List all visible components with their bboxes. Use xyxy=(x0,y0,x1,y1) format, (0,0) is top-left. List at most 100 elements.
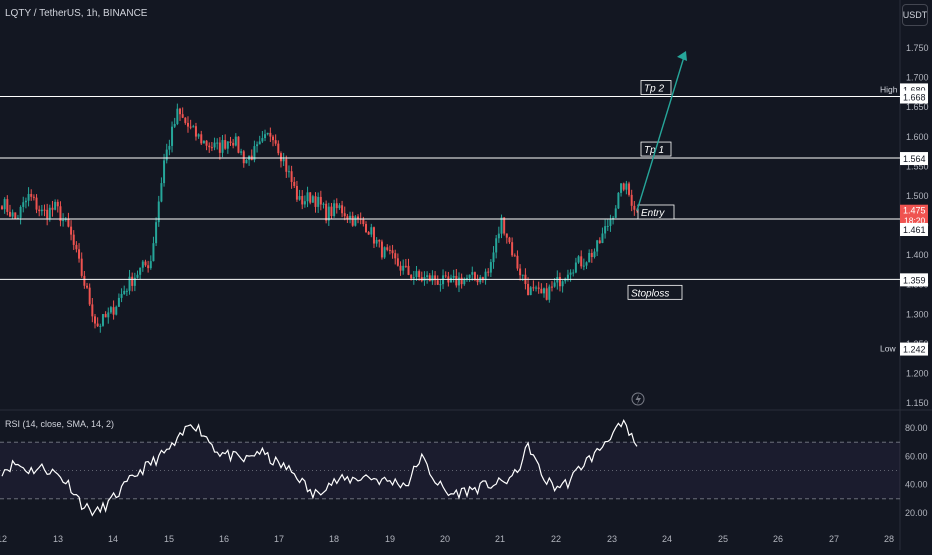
candle-body xyxy=(131,276,134,286)
candle-body xyxy=(171,126,174,146)
candle-body xyxy=(396,258,399,266)
candle-body xyxy=(309,192,312,203)
candle-body xyxy=(78,249,81,259)
candle-body xyxy=(428,275,431,282)
x-tick: 17 xyxy=(274,534,284,544)
candle-body xyxy=(189,126,192,128)
candle-body xyxy=(410,274,413,279)
candle-body xyxy=(628,183,631,195)
currency-button[interactable]: USDT xyxy=(902,4,928,26)
candle-body xyxy=(476,278,479,283)
candle-body xyxy=(418,271,421,278)
candle-body xyxy=(399,265,402,271)
candle-body xyxy=(633,205,636,210)
candle-body xyxy=(70,226,73,235)
candle-body xyxy=(596,240,599,252)
rsi-title: RSI (14, close, SMA, 14, 2) xyxy=(5,419,115,429)
candle-body xyxy=(346,216,349,219)
candle-body xyxy=(264,134,267,139)
candle-body xyxy=(614,208,617,218)
candle-body xyxy=(123,290,126,295)
candle-body xyxy=(604,226,607,234)
candle-body xyxy=(46,209,49,219)
candle-body xyxy=(56,201,59,207)
candle-body xyxy=(62,219,65,222)
level-label: Entry xyxy=(641,208,665,219)
candle-body xyxy=(19,206,22,218)
candle-body xyxy=(495,238,498,253)
x-tick: 19 xyxy=(385,534,395,544)
candle-body xyxy=(436,280,439,285)
candle-body xyxy=(96,323,99,327)
chart-title: LQTY / TetherUS, 1h, BINANCE xyxy=(5,8,148,19)
candle-body xyxy=(200,134,203,144)
candle-body xyxy=(272,136,275,141)
candle-body xyxy=(80,258,83,276)
candle-body xyxy=(357,216,360,219)
candle-body xyxy=(256,144,259,147)
candle-body xyxy=(179,108,182,115)
candle-body xyxy=(529,287,532,296)
candle-body xyxy=(229,141,232,143)
candle-body xyxy=(402,265,405,271)
lightning-marker xyxy=(631,392,645,406)
candle-body xyxy=(338,205,341,209)
candle-body xyxy=(407,265,410,275)
candle-body xyxy=(593,251,596,258)
rsi-line xyxy=(1,419,638,517)
x-tick: 15 xyxy=(164,534,174,544)
price-tag xyxy=(900,273,928,287)
candle-body xyxy=(38,209,41,212)
candle-body xyxy=(128,276,131,291)
x-tick: 21 xyxy=(495,534,505,544)
candle-body xyxy=(27,193,30,201)
candle-body xyxy=(139,267,142,275)
level-label-box xyxy=(627,284,683,300)
candle-body xyxy=(30,193,33,197)
candle-body xyxy=(503,217,506,234)
candle-body xyxy=(277,143,280,154)
candle-body xyxy=(325,203,328,221)
candle-body xyxy=(258,141,261,145)
candle-body xyxy=(444,275,447,277)
price-tick: 1.400 xyxy=(906,250,929,260)
projection-arrow-head xyxy=(677,50,687,62)
candle-body xyxy=(622,183,625,190)
candle-body xyxy=(136,274,139,278)
price-tick: 1.500 xyxy=(906,191,929,201)
candle-body xyxy=(54,201,57,210)
candle-body xyxy=(176,108,179,125)
candle-body xyxy=(8,211,11,217)
candle-body xyxy=(319,196,322,205)
candle-body xyxy=(497,233,500,239)
candle-body xyxy=(186,122,189,127)
candle-body xyxy=(617,192,620,209)
candle-body xyxy=(107,312,110,318)
candle-body xyxy=(412,277,415,279)
candle-body xyxy=(561,281,564,287)
candle-body xyxy=(115,306,118,315)
candle-body xyxy=(566,274,569,279)
rsi-background xyxy=(0,442,900,499)
candle-body xyxy=(545,288,548,300)
candle-body xyxy=(51,207,54,210)
candle-body xyxy=(282,159,285,162)
price-tick: 1.700 xyxy=(906,73,929,83)
candle-body xyxy=(492,252,495,263)
price-tick: 1.200 xyxy=(906,368,929,378)
candle-body xyxy=(598,240,601,244)
candle-body xyxy=(394,253,397,259)
candle-body xyxy=(484,271,487,281)
x-tick: 20 xyxy=(440,534,450,544)
candle-body xyxy=(426,275,429,277)
candle-body xyxy=(59,206,62,222)
candle-body xyxy=(290,171,293,182)
candle-body xyxy=(543,288,546,294)
candle-body xyxy=(364,224,367,233)
candle-body xyxy=(550,286,553,288)
candle-body xyxy=(585,262,588,266)
candle-body xyxy=(261,138,264,142)
candle-body xyxy=(343,213,346,217)
